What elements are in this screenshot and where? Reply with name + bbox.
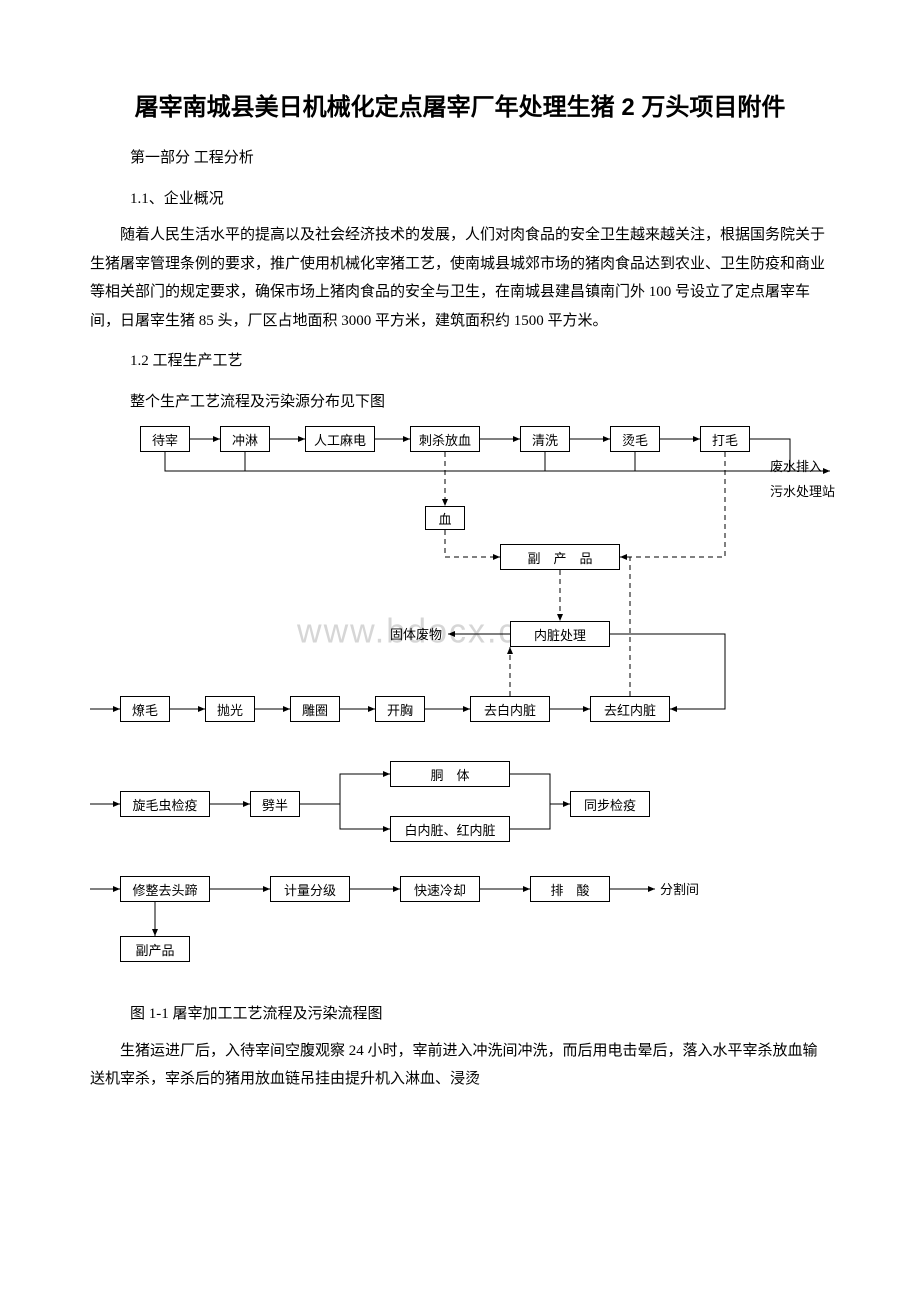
- section-1-1-header: 1.1、企业概况: [130, 185, 830, 214]
- flow-node-tongbu: 同步检疫: [570, 791, 650, 817]
- paragraph-overview: 随着人民生活水平的提高以及社会经济技术的发展，人们对肉食品的安全卫生越来越关注，…: [90, 221, 830, 335]
- flow-node-liaomao: 燎毛: [120, 696, 170, 722]
- flow-node-tangmao: 烫毛: [610, 426, 660, 452]
- flow-node-xue: 血: [425, 506, 465, 530]
- flow-node-xiuzheng: 修整去头蹄: [120, 876, 210, 902]
- wastewater-label-1: 废水排入: [770, 456, 822, 475]
- flow-node-fuchan2: 副产品: [120, 936, 190, 962]
- figure-caption: 图 1-1 屠宰加工工艺流程及污染流程图: [130, 1000, 830, 1029]
- flow-node-paisuan: 排 酸: [530, 876, 610, 902]
- flow-node-quhong: 去红内脏: [590, 696, 670, 722]
- flow-node-damao: 打毛: [700, 426, 750, 452]
- paragraph-process-detail: 生猪运进厂后，入待宰间空腹观察 24 小时，宰前进入冲洗间冲洗，而后用电击晕后，…: [90, 1037, 830, 1094]
- flow-node-qingxi: 清洗: [520, 426, 570, 452]
- flow-node-neizang: 内脏处理: [510, 621, 610, 647]
- document-page: 屠宰南城县美日机械化定点屠宰厂年处理生猪 2 万头项目附件 第一部分 工程分析 …: [0, 0, 920, 1142]
- flow-label-fenge: 分割间: [660, 879, 699, 898]
- paragraph-process-intro: 整个生产工艺流程及污染源分布见下图: [130, 388, 830, 417]
- flowchart: www.bdocx.com 待宰冲淋人工麻电刺杀放血清洗烫毛打毛血副 产 品内脏…: [90, 426, 830, 986]
- flow-node-piban: 劈半: [250, 791, 300, 817]
- flow-node-diaoquan: 雕圈: [290, 696, 340, 722]
- section-1-header: 第一部分 工程分析: [130, 144, 830, 173]
- flow-node-bainz: 白内脏、红内脏: [390, 816, 510, 842]
- flow-node-cisha: 刺杀放血: [410, 426, 480, 452]
- wastewater-label-2: 污水处理站: [770, 481, 835, 500]
- flow-node-lengque: 快速冷却: [400, 876, 480, 902]
- flow-node-xuanmao: 旋毛虫检疫: [120, 791, 210, 817]
- flow-label-guti: 固体废物: [390, 624, 442, 643]
- flow-node-mading: 人工麻电: [305, 426, 375, 452]
- flow-node-dongti: 胴 体: [390, 761, 510, 787]
- flow-node-chonglin: 冲淋: [220, 426, 270, 452]
- flow-node-paoguang: 抛光: [205, 696, 255, 722]
- flow-node-qubai: 去白内脏: [470, 696, 550, 722]
- flow-node-fuchan: 副 产 品: [500, 544, 620, 570]
- flow-node-daizai: 待宰: [140, 426, 190, 452]
- flow-node-kaixiong: 开胸: [375, 696, 425, 722]
- flow-node-jiliang: 计量分级: [270, 876, 350, 902]
- section-1-2-header: 1.2 工程生产工艺: [130, 347, 830, 376]
- document-title: 屠宰南城县美日机械化定点屠宰厂年处理生猪 2 万头项目附件: [90, 90, 830, 126]
